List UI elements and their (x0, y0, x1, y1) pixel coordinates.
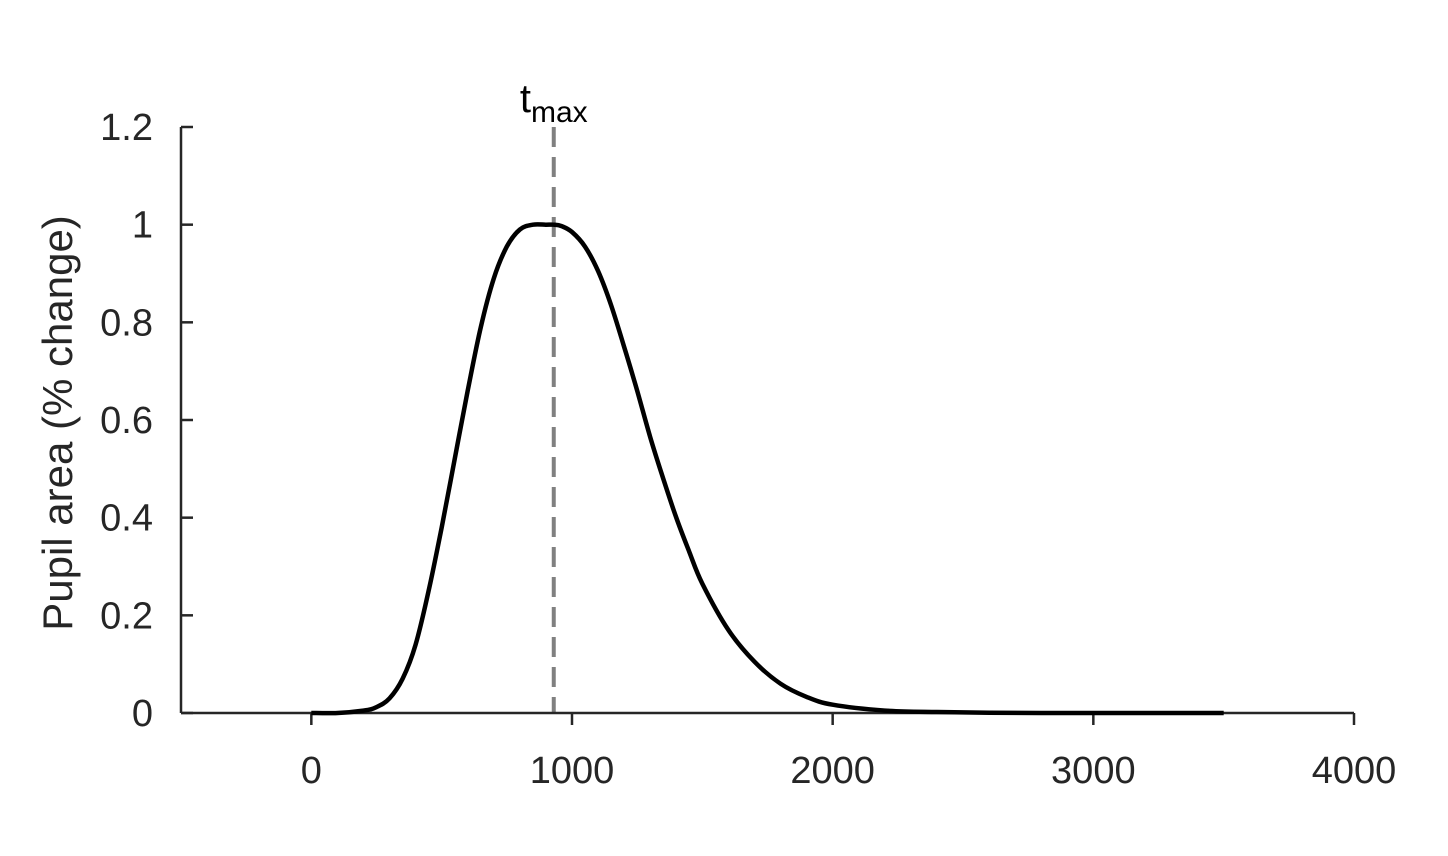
x-tick-label: 1000 (530, 750, 615, 792)
y-tick-label: 0.2 (100, 595, 153, 637)
tmax-label: tmax (520, 77, 588, 129)
series-group (311, 222, 1224, 716)
y-axis-title: Pupil area (% change) (34, 215, 81, 631)
x-tick-label: 4000 (1312, 750, 1397, 792)
x-ticks: 0 1000 2000 3000 4000 (301, 713, 1397, 792)
y-tick-label: 0.8 (100, 302, 153, 344)
tmax-reference: tmax (520, 77, 588, 713)
x-tick-label: 2000 (790, 750, 875, 792)
y-tick-label: 0.6 (100, 400, 153, 442)
x-tick-label: 0 (301, 750, 322, 792)
series-line-0 (311, 222, 1224, 716)
y-tick-label: 1 (132, 205, 153, 247)
y-tick-label: 0 (132, 693, 153, 735)
tmax-label-main: t (520, 77, 531, 121)
axes (179, 127, 1354, 715)
y-ticks: 0 0.2 0.4 0.6 0.8 1 1.2 (100, 107, 193, 735)
x-tick-label: 3000 (1051, 750, 1136, 792)
y-tick-label: 1.2 (100, 107, 153, 149)
tmax-label-sub: max (531, 96, 588, 129)
y-tick-label: 0.4 (100, 498, 153, 540)
